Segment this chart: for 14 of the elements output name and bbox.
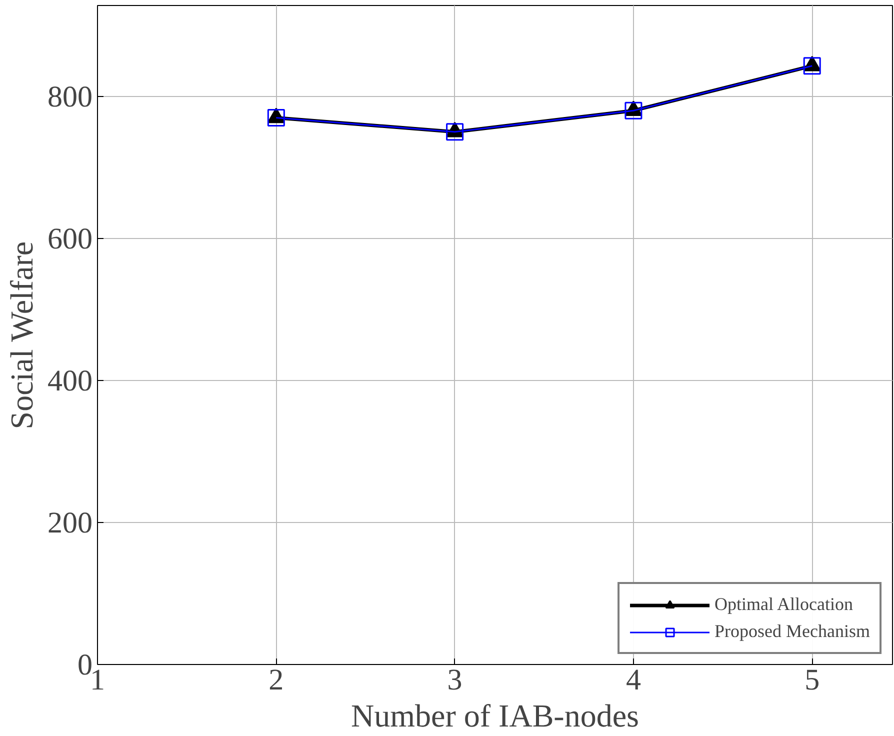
x-tick-label: 3 — [447, 664, 462, 696]
x-axis-title: Number of IAB-nodes — [351, 698, 639, 734]
x-tick-label: 4 — [626, 664, 641, 696]
y-axis-title: Social Welfare — [4, 241, 40, 430]
legend-label: Optimal Allocation — [714, 594, 853, 615]
y-tick-label: 800 — [48, 80, 92, 114]
y-tick-label: 200 — [48, 506, 92, 540]
x-tick-label: 5 — [804, 664, 820, 696]
x-tick-label: 2 — [268, 664, 284, 696]
y-tick-label: 600 — [48, 222, 92, 256]
x-tick-label: 1 — [90, 664, 105, 696]
y-tick-label: 0 — [78, 648, 92, 682]
legend-label: Proposed Mechanism — [714, 621, 870, 642]
y-tick-label: 400 — [48, 364, 92, 398]
